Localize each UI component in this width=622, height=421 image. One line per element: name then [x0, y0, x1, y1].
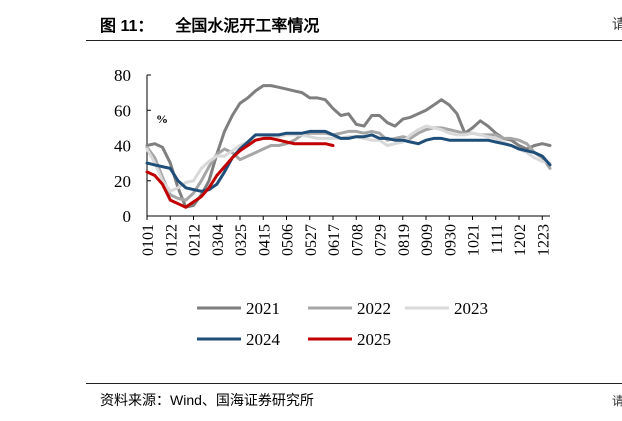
legend-label-2023: 2023 [454, 299, 488, 318]
x-tick-label: 0101 [140, 224, 157, 256]
figure-label: 图 11： [100, 18, 154, 35]
x-tick-label: 0506 [280, 224, 297, 256]
x-tick-label: 1111 [489, 224, 506, 254]
chart-axes: 0 20 40 60 80% 0101 0122 0212 0304 0325 0415 0506 05… [114, 66, 552, 256]
legend-label-2024: 2024 [246, 330, 281, 349]
footer-edge-mark: 请 [612, 394, 622, 408]
x-tick-label: 0304 [210, 224, 227, 256]
y-tick-label: 0 [123, 207, 132, 226]
legend-label-2021: 2021 [246, 299, 280, 318]
legend-label-2025: 2025 [357, 330, 391, 349]
header-rule [86, 40, 622, 41]
footer-rule [86, 383, 622, 384]
x-tick-label: 1021 [466, 224, 483, 256]
series-line-2025 [145, 136, 335, 209]
y-tick-label: 20 [114, 172, 131, 191]
x-tick-label: 0729 [373, 224, 390, 256]
x-tick-label: 1202 [512, 224, 529, 256]
x-tick-label: 1223 [535, 224, 552, 256]
series-line-2024 [145, 129, 552, 193]
legend-label-2022: 2022 [357, 299, 391, 318]
chart-series-lines [145, 84, 552, 209]
source-note: 资料来源：Wind、国海证券研究所 [100, 392, 314, 408]
figure-title-text: 全国水泥开工率情况 [175, 18, 320, 35]
x-tick-label: 0909 [419, 224, 436, 256]
x-tick-label: 0708 [349, 224, 366, 256]
x-tick-label: 0122 [163, 224, 180, 256]
chart-legend: 2021 2022 2023 2024 2025 [197, 299, 488, 349]
y-tick-label: 40 [114, 137, 131, 156]
header-edge-mark: 请 [612, 16, 622, 32]
x-tick-label: 0930 [442, 224, 459, 256]
x-tick-label: 0617 [326, 224, 343, 256]
y-tick-label: 60 [114, 101, 131, 120]
x-tick-label: 0527 [303, 224, 320, 256]
figure-title: 图 11： 全国水泥开工率情况 [100, 12, 319, 36]
x-tick-label: 0819 [396, 224, 413, 256]
x-tick-label: 0415 [256, 224, 273, 256]
x-tick-label: 0212 [187, 224, 204, 256]
y-unit-label: % [156, 112, 168, 126]
y-tick-label: 80 [114, 66, 131, 85]
x-tick-label: 0325 [233, 224, 250, 256]
series-line-2023 [145, 124, 552, 193]
series-line-2021 [145, 84, 552, 209]
